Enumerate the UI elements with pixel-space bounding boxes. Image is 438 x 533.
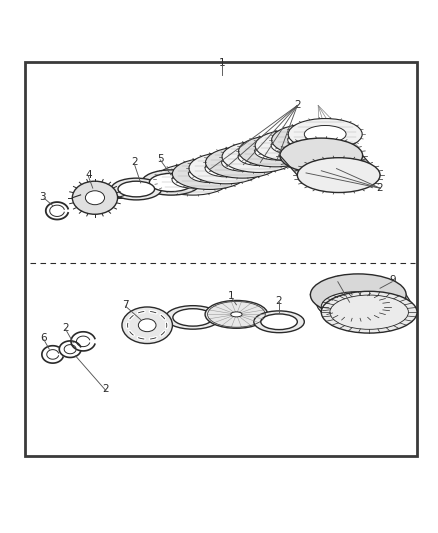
Ellipse shape bbox=[205, 301, 268, 328]
Ellipse shape bbox=[271, 137, 313, 154]
Ellipse shape bbox=[222, 141, 296, 173]
Ellipse shape bbox=[254, 311, 304, 333]
Ellipse shape bbox=[111, 178, 162, 200]
Ellipse shape bbox=[304, 125, 346, 143]
Ellipse shape bbox=[166, 305, 220, 329]
Ellipse shape bbox=[141, 170, 201, 195]
Ellipse shape bbox=[288, 131, 329, 149]
Text: 2: 2 bbox=[276, 296, 283, 306]
Ellipse shape bbox=[138, 319, 156, 332]
Ellipse shape bbox=[173, 309, 213, 326]
Text: 8: 8 bbox=[336, 276, 342, 286]
Ellipse shape bbox=[205, 147, 279, 178]
Ellipse shape bbox=[280, 138, 363, 173]
Ellipse shape bbox=[239, 135, 313, 167]
Text: 2: 2 bbox=[131, 157, 138, 167]
Text: 1: 1 bbox=[219, 58, 226, 68]
Polygon shape bbox=[42, 346, 63, 363]
Ellipse shape bbox=[188, 165, 230, 182]
Ellipse shape bbox=[173, 158, 247, 189]
Ellipse shape bbox=[238, 148, 280, 166]
Ellipse shape bbox=[122, 307, 173, 344]
Text: 2: 2 bbox=[102, 384, 109, 394]
Text: 2: 2 bbox=[294, 100, 300, 110]
Ellipse shape bbox=[272, 124, 346, 156]
Ellipse shape bbox=[255, 130, 329, 161]
Ellipse shape bbox=[189, 152, 263, 184]
Ellipse shape bbox=[321, 292, 391, 321]
Ellipse shape bbox=[222, 154, 263, 171]
Text: 2: 2 bbox=[63, 324, 69, 333]
Ellipse shape bbox=[321, 292, 417, 333]
Ellipse shape bbox=[156, 164, 230, 195]
Ellipse shape bbox=[172, 171, 214, 188]
Ellipse shape bbox=[254, 142, 297, 160]
Ellipse shape bbox=[149, 173, 193, 192]
Polygon shape bbox=[280, 156, 380, 175]
Text: 3: 3 bbox=[39, 192, 46, 202]
Ellipse shape bbox=[118, 181, 155, 197]
Ellipse shape bbox=[85, 191, 105, 205]
Polygon shape bbox=[71, 332, 95, 351]
Text: 4: 4 bbox=[85, 170, 92, 180]
Ellipse shape bbox=[231, 312, 242, 317]
Text: 6: 6 bbox=[40, 333, 47, 343]
Polygon shape bbox=[311, 295, 417, 312]
Text: 5: 5 bbox=[157, 154, 163, 164]
Ellipse shape bbox=[288, 118, 362, 150]
Ellipse shape bbox=[205, 159, 247, 177]
Ellipse shape bbox=[317, 289, 387, 319]
Text: 2: 2 bbox=[377, 183, 383, 193]
Text: 9: 9 bbox=[390, 276, 396, 286]
Ellipse shape bbox=[297, 158, 380, 192]
Text: 1: 1 bbox=[228, 291, 234, 301]
FancyBboxPatch shape bbox=[25, 62, 417, 456]
Polygon shape bbox=[59, 341, 81, 358]
Ellipse shape bbox=[261, 314, 297, 329]
Text: 7: 7 bbox=[122, 300, 129, 310]
Ellipse shape bbox=[311, 274, 406, 316]
Ellipse shape bbox=[72, 181, 117, 214]
